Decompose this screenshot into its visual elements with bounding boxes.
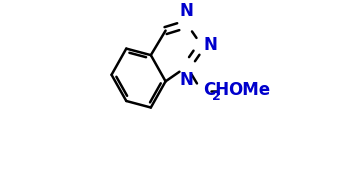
Text: N: N: [204, 36, 218, 54]
Text: 2: 2: [212, 90, 221, 102]
Text: OMe: OMe: [228, 81, 270, 99]
Text: CH: CH: [203, 81, 229, 99]
Text: N: N: [180, 2, 194, 20]
Text: N: N: [180, 71, 194, 89]
